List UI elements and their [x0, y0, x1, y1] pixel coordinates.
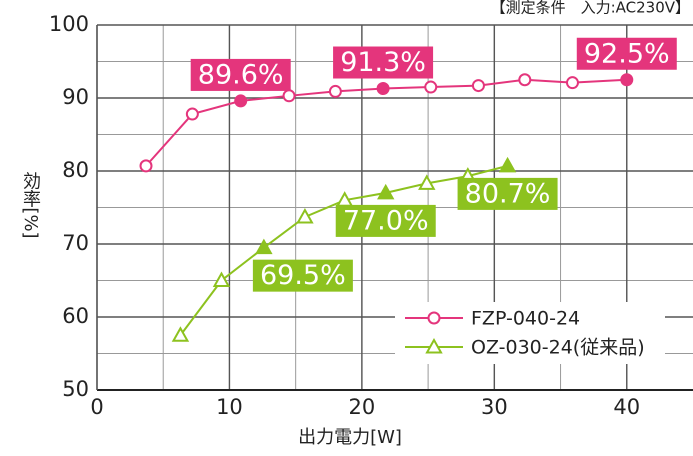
data-point [296, 207, 314, 224]
data-label: 91.3% [340, 47, 426, 78]
data-point [139, 159, 153, 173]
data-point [518, 73, 532, 87]
data-label: 80.7% [465, 178, 551, 209]
x-tick-label: 30 [481, 395, 508, 419]
y-tick-label: 90 [62, 85, 89, 109]
data-point [565, 76, 579, 90]
data-point [171, 326, 190, 342]
data-label-box [335, 204, 436, 237]
x-tick-label: 0 [90, 395, 103, 419]
data-point [424, 80, 438, 94]
data-label-box [190, 58, 291, 91]
y-tick-label: 50 [62, 377, 89, 401]
legend-marker [427, 311, 441, 325]
data-point [328, 84, 342, 98]
data-label: 77.0% [343, 205, 429, 236]
data-point [471, 79, 485, 93]
data-label-box [333, 46, 434, 79]
data-point [498, 156, 517, 173]
data-label: 89.6% [198, 59, 284, 90]
data-label-box [252, 259, 353, 292]
x-tick-label: 40 [613, 395, 640, 419]
data-point [282, 89, 296, 103]
y-tick-label: 70 [62, 231, 89, 255]
data-label: 69.5% [260, 260, 346, 291]
data-label-box [576, 37, 677, 70]
legend-marker [425, 337, 443, 354]
x-tick-label: 10 [216, 395, 243, 419]
data-point [234, 94, 248, 108]
data-point [377, 183, 395, 200]
data-point [418, 174, 436, 190]
y-tick-label: 60 [62, 304, 89, 328]
legend-label: FZP-040-24 [471, 308, 580, 330]
legend-label: OZ-030-24(従来品) [471, 337, 645, 359]
data-label: 92.5% [584, 38, 670, 69]
legend-box [395, 302, 665, 364]
x-axis-label: 出力電力[W] [298, 427, 402, 448]
y-tick-label: 100 [49, 12, 89, 36]
chart-title: 【測定条件 入力:AC230V】 [491, 0, 690, 17]
data-point [255, 238, 273, 255]
x-tick-label: 20 [349, 395, 376, 419]
data-label-box [457, 177, 558, 210]
data-point [376, 82, 390, 96]
data-point [185, 107, 199, 121]
data-point [212, 271, 231, 287]
data-point [620, 73, 634, 87]
y-axis-label: 効率[%] [20, 171, 41, 238]
y-tick-label: 80 [62, 158, 89, 182]
